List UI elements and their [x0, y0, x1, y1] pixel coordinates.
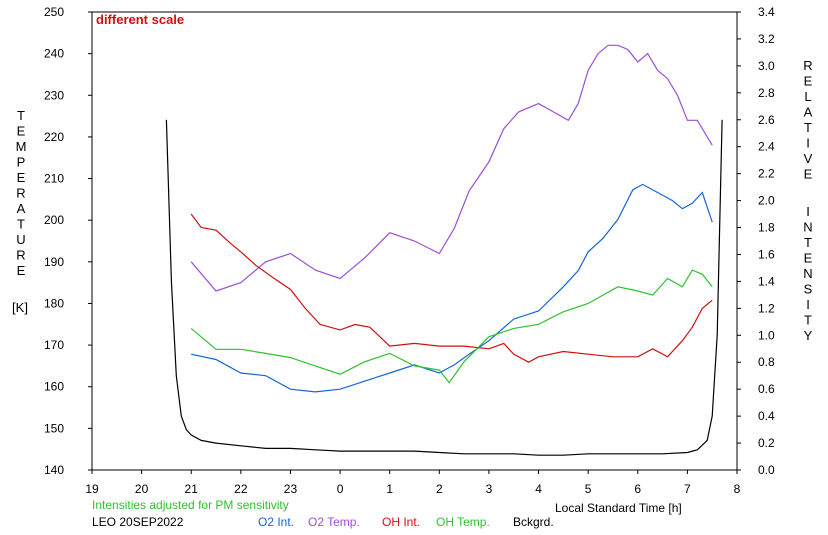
x-tick-label: 2: [436, 482, 443, 496]
right-tick-label: 1.6: [758, 247, 775, 261]
right-tick-label: 3.4: [758, 5, 775, 19]
left-tick-label: 200: [44, 213, 64, 227]
right-axis-title-letter: T: [804, 235, 812, 250]
series-line-o2-temp: [190, 44, 713, 292]
right-axis-title-letter: Y: [804, 328, 813, 343]
right-tick-label: 1.4: [758, 274, 775, 288]
x-tick-label: 21: [185, 482, 199, 496]
right-tick-label: 0.2: [758, 436, 775, 450]
x-tick-label: 22: [234, 482, 248, 496]
left-axis-title-letter: U: [16, 232, 25, 247]
right-axis-title-letter: T: [804, 120, 812, 135]
legend-entry: O2 Int.: [258, 515, 294, 529]
left-axis-unit: [K]: [12, 300, 28, 315]
series-line-o2-int: [191, 183, 713, 393]
x-tick-label: 1: [386, 482, 393, 496]
right-axis-title-letter: R: [803, 58, 812, 73]
right-axis-title-letter: E: [804, 74, 813, 89]
right-axis-title-letter: E: [804, 167, 813, 182]
right-tick-label: 2.2: [758, 167, 775, 181]
x-tick-label: 7: [684, 482, 691, 496]
left-axis-ticks: 140 150 160 170 180 190 200 210 220 230 240 250: [44, 5, 92, 477]
right-tick-label: 3.0: [758, 59, 775, 73]
right-axis-title-letter: N: [803, 220, 812, 235]
left-tick-label: 160: [44, 380, 64, 394]
left-axis-title-letter: R: [16, 248, 25, 263]
right-axis-ticks: 0.0 0.2 0.4 0.6 0.8 1.0 1.2 1.4 1.6 1.8 2.0 2.2 2.4 2…: [737, 5, 775, 477]
x-tick-label: 0: [337, 482, 344, 496]
right-axis-title-letter: I: [806, 136, 810, 151]
left-tick-label: 230: [44, 88, 64, 102]
right-tick-label: 2.6: [758, 113, 775, 127]
left-tick-label: 150: [44, 421, 64, 435]
x-tick-label: 20: [135, 482, 149, 496]
x-tick-label: 5: [585, 482, 592, 496]
legend-entry: O2 Temp.: [308, 515, 360, 529]
x-tick-label: 4: [535, 482, 542, 496]
right-axis-title-letter: T: [804, 313, 812, 328]
left-axis-title-letter: M: [16, 139, 27, 154]
x-tick-label: 8: [734, 482, 741, 496]
right-tick-label: 1.8: [758, 221, 775, 235]
right-tick-label: 2.4: [758, 140, 775, 154]
right-axis-title-letter: E: [804, 251, 813, 266]
left-tick-label: 250: [44, 5, 64, 19]
series-lines: [165, 44, 723, 456]
left-axis-title-letter: E: [17, 170, 26, 185]
right-tick-label: 0.4: [758, 409, 775, 423]
pm-note: Intensities adjusted for PM sensitivity: [92, 498, 289, 512]
right-tick-label: 1.2: [758, 301, 775, 315]
right-tick-label: 2.8: [758, 86, 775, 100]
left-axis-title-letter: R: [16, 186, 25, 201]
x-tick-label: 23: [284, 482, 298, 496]
site-date: LEO 20SEP2022: [92, 515, 184, 529]
left-axis-title-letter: T: [17, 217, 25, 232]
right-tick-label: 2.0: [758, 194, 775, 208]
left-axis-title-letter: E: [17, 263, 26, 278]
series-line-bckgrd: [165, 119, 723, 456]
left-axis-title-letter: A: [17, 201, 26, 216]
right-tick-label: 0.6: [758, 382, 775, 396]
legend-entry: OH Temp.: [436, 515, 490, 529]
left-tick-label: 240: [44, 47, 64, 61]
right-tick-label: 1.0: [758, 328, 775, 342]
x-axis-title: Local Standard Time [h]: [555, 501, 682, 515]
right-axis-title-letter: N: [803, 266, 812, 281]
x-tick-label: 19: [85, 482, 99, 496]
x-tick-label: 6: [634, 482, 641, 496]
series-line-oh-int: [190, 213, 713, 363]
right-axis-title-letter: A: [804, 105, 813, 120]
series-line-oh-temp: [190, 269, 713, 384]
right-axis-title-letter: I: [806, 204, 810, 219]
legend-entry: OH Int.: [382, 515, 420, 529]
left-tick-label: 170: [44, 338, 64, 352]
legend-entry: Bckgrd.: [513, 515, 554, 529]
right-axis-title-letter: V: [804, 151, 813, 166]
right-tick-label: 0.8: [758, 355, 775, 369]
left-axis-title-letter: E: [17, 124, 26, 139]
left-tick-label: 220: [44, 130, 64, 144]
right-tick-label: 3.2: [758, 32, 775, 46]
left-tick-label: 180: [44, 296, 64, 310]
left-tick-label: 210: [44, 172, 64, 186]
left-axis-title-letter: P: [17, 155, 26, 170]
right-axis-title-letter: I: [806, 297, 810, 312]
right-axis-title-letter: S: [804, 282, 813, 297]
right-axis-title-letter: L: [804, 89, 811, 104]
x-tick-label: 3: [486, 482, 493, 496]
x-axis-ticks: 19 20 21 22 23 0 1 2 3 4 5 6 7 8: [85, 470, 741, 496]
left-tick-label: 140: [44, 463, 64, 477]
right-tick-label: 0.0: [758, 463, 775, 477]
left-tick-label: 190: [44, 255, 64, 269]
annotation-different-scale: different scale: [96, 12, 184, 27]
left-axis-title-letter: T: [17, 108, 25, 123]
legend: O2 Int. O2 Temp. OH Int. OH Temp. Bckgrd.: [258, 515, 554, 529]
